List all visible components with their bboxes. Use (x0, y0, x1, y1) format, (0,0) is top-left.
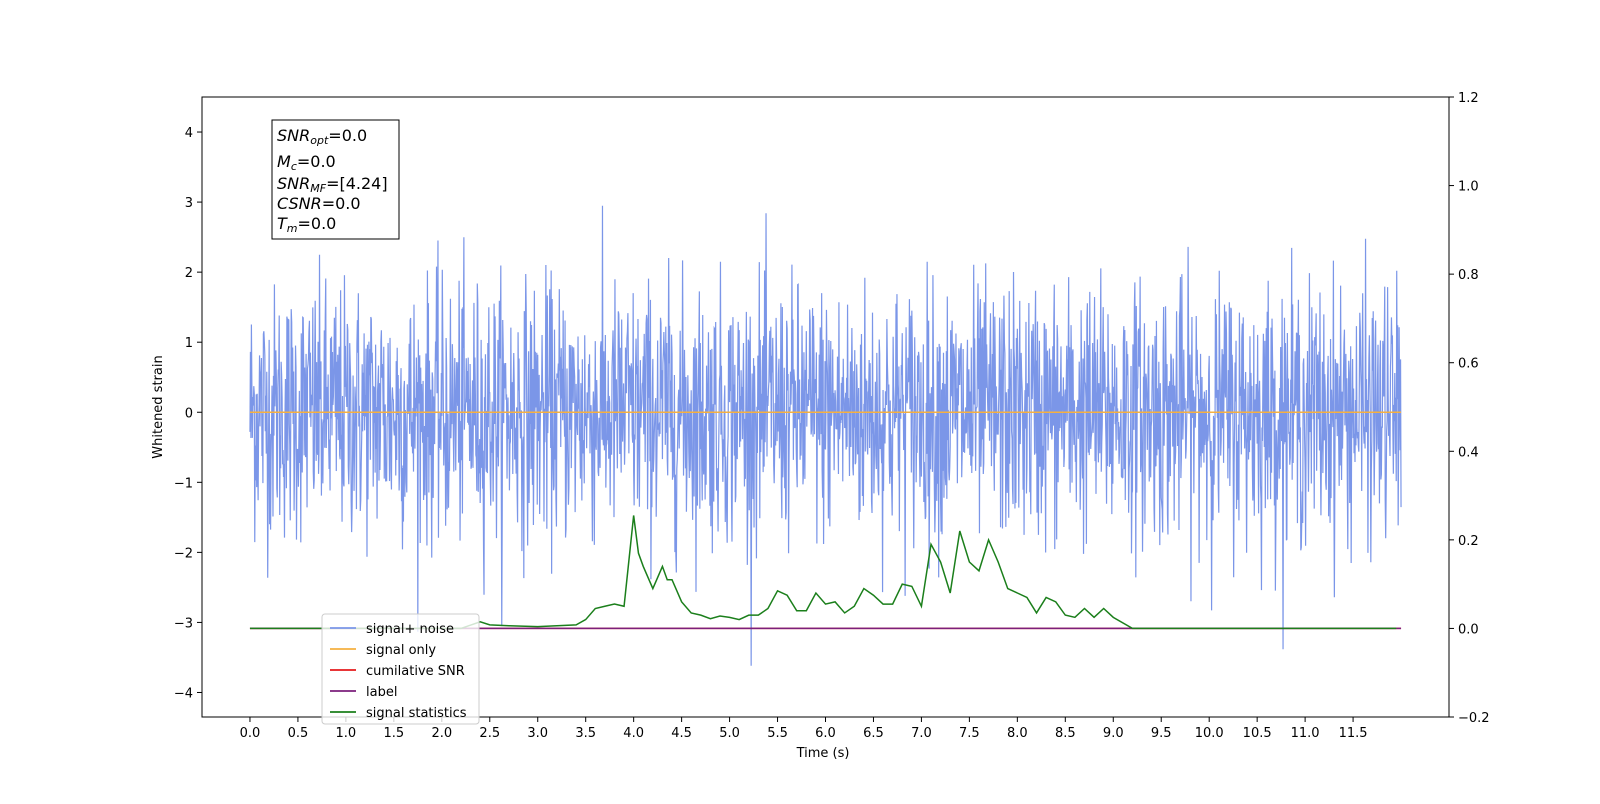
info-csnr-value: =0.0 (322, 194, 361, 213)
x-tick-label: 3.0 (527, 726, 548, 741)
x-tick-label: 7.5 (959, 726, 980, 741)
y-axis-left: 4 3 2 1 0 −1 −2 −3 −4 (174, 126, 202, 701)
x-tick-label: 4.0 (623, 726, 644, 741)
y2-tick-label: 0.8 (1458, 268, 1479, 283)
y-tick-label: −1 (174, 476, 193, 491)
y2-tick-label: 1.2 (1458, 91, 1479, 106)
x-tick-label: 6.0 (815, 726, 836, 741)
x-tick-label: 2.5 (479, 726, 500, 741)
legend-frame (321, 613, 480, 725)
x-tick-label: 5.5 (767, 726, 788, 741)
info-snr-opt-symbol: SNR (277, 126, 310, 145)
x-tick-label: 8.0 (1007, 726, 1028, 741)
y2-tick-label: 0.0 (1458, 622, 1479, 637)
y-tick-label: 4 (185, 126, 193, 141)
info-mc-value: =0.0 (297, 152, 336, 171)
y2-tick-label: 0.6 (1458, 357, 1479, 372)
legend-entry-label: signal only (366, 643, 436, 658)
x-tick-label: 11.5 (1339, 726, 1368, 741)
info-snr-mf-symbol: SNR (277, 174, 310, 193)
legend-entry-label: cumilative SNR (366, 664, 465, 679)
y-tick-label: −4 (174, 686, 193, 701)
x-tick-label: 3.5 (575, 726, 596, 741)
y-axis-right: 1.2 1.0 0.8 0.6 0.4 0.2 0.0 −0.2 (1449, 91, 1490, 726)
y2-tick-label: 1.0 (1458, 180, 1479, 195)
x-tick-label: 1.0 (336, 726, 357, 741)
x-tick-label: 11.0 (1291, 726, 1320, 741)
x-axis: 0.0 0.5 1.0 1.5 2.0 2.5 3.0 3.5 4.0 4.5 5.0 5.5 6.0 6… (240, 717, 1368, 741)
info-snr-opt-sub: opt (310, 134, 329, 147)
x-tick-label: 8.5 (1055, 726, 1076, 741)
info-csnr-symbol: CSNR (277, 194, 322, 213)
x-tick-label: 1.5 (384, 726, 405, 741)
y2-tick-label: 0.4 (1458, 445, 1479, 460)
x-tick-label: 9.5 (1151, 726, 1172, 741)
x-tick-label: 7.0 (911, 726, 932, 741)
info-snr-opt: SNRopt=0.0 (277, 126, 367, 147)
x-tick-label: 0.0 (240, 726, 261, 741)
legend-entry-label: signal statistics (366, 706, 467, 721)
y-tick-label: 0 (185, 406, 193, 421)
x-tick-label: 6.5 (863, 726, 884, 741)
info-snr-mf-sub: MF (310, 182, 326, 195)
info-mc-sub: c (291, 160, 297, 173)
info-box: SNRopt=0.0 Mc=0.0 SNRMF=[4.24] CSNR=0.0 … (271, 119, 400, 240)
series-signal-statistics-line (249, 515, 1397, 630)
info-csnr: CSNR=0.0 (277, 194, 361, 213)
legend-entry-label: label (366, 685, 397, 700)
x-tick-label: 9.0 (1103, 726, 1124, 741)
y2-tick-label: 0.2 (1458, 534, 1479, 549)
info-tm: Tm=0.0 (277, 214, 336, 235)
y-tick-label: −3 (174, 616, 193, 631)
info-snr-opt-value: =0.0 (328, 126, 367, 145)
info-tm-value: =0.0 (298, 214, 337, 233)
info-snr-mf: SNRMF=[4.24] (277, 174, 388, 195)
y-axis-label: Whitened strain (151, 355, 166, 458)
legend-entry-label: signal+ noise (366, 622, 454, 637)
info-box-frame (271, 119, 400, 240)
info-mc-symbol: M (277, 152, 291, 171)
info-snr-mf-value: =[4.24] (326, 174, 388, 193)
x-tick-label: 10.0 (1195, 726, 1224, 741)
y-tick-label: −2 (174, 546, 193, 561)
info-tm-sub: m (287, 222, 298, 235)
series-signal-noise-line (249, 205, 1402, 666)
x-tick-label: 2.0 (431, 726, 452, 741)
info-tm-symbol: T (277, 214, 288, 233)
y-tick-label: 2 (185, 266, 193, 281)
x-tick-label: 5.0 (719, 726, 740, 741)
legend: signal+ noise signal only cumilative SNR la… (321, 613, 480, 725)
y-tick-label: 1 (185, 336, 193, 351)
x-axis-label: Time (s) (796, 746, 850, 761)
y-tick-label: 3 (185, 196, 193, 211)
x-tick-label: 10.5 (1243, 726, 1272, 741)
info-mc: Mc=0.0 (277, 152, 336, 173)
x-tick-label: 0.5 (288, 726, 309, 741)
y2-tick-label: −0.2 (1458, 711, 1490, 726)
x-tick-label: 4.5 (671, 726, 692, 741)
